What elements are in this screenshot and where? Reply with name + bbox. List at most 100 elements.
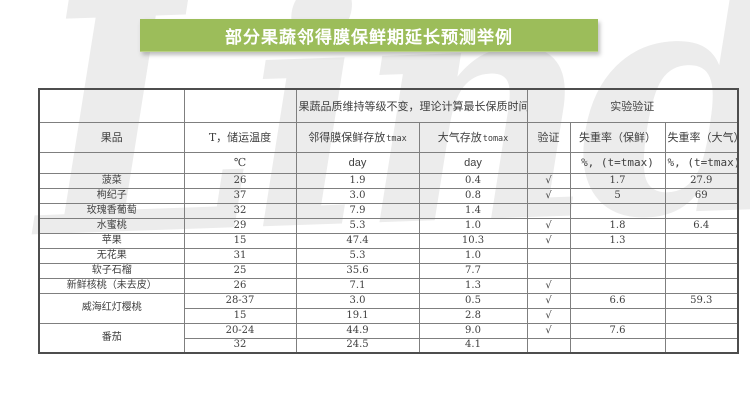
unit-loss-fresh: %, (t=tmax) [569,151,666,174]
table-row-tomato-b: 32 24.5 4.1 [39,337,739,354]
temp-cell: 15 [183,307,297,324]
verify-check-cell: √ [526,292,571,309]
loss-air-cell [664,232,739,249]
table-row-cherry-a: 威海红灯樱桃 28-37 3.0 0.5 √ 6.6 59.3 [38,292,739,324]
col-header-loss-fresh: 失重率（保鲜） [569,121,666,153]
fruit-name-cell: 无花果 [38,247,185,264]
loss-air-cell: 69 [664,187,739,204]
tomax-cell: 0.4 [418,172,528,189]
blank-cell [38,151,185,174]
loss-fresh-cell [569,307,666,324]
tmax-cell: 7.1 [295,277,420,294]
verify-check-cell: √ [526,307,571,324]
tomax-cell: 1.0 [418,247,528,264]
col-header-air-label: 大气存放 [437,131,482,144]
tomax-cell: 2.8 [418,307,528,324]
table-row-cherry-b: 15 19.1 2.8 √ [39,307,739,324]
verify-check-cell [526,337,571,354]
title-banner: 部分果蔬邻得膜保鲜期延长预测举例 [140,19,598,52]
col-header-fruit: 果品 [38,121,185,153]
loss-air-cell [664,202,739,219]
unit-day-film: day [295,151,420,174]
col-header-film-storage: 邻得膜保鲜存放tmax [295,121,420,153]
verify-check-cell [526,202,571,219]
tomax-cell: 0.5 [418,292,528,309]
temp-cell: 25 [183,262,297,279]
loss-air-cell: 59.3 [664,292,739,309]
tmax-cell: 5.3 [295,217,420,234]
tomax-cell: 10.3 [418,232,528,249]
tomax-cell: 1.4 [418,202,528,219]
tomax-cell: 1.0 [418,217,528,234]
temp-cell: 31 [183,247,297,264]
loss-air-cell: 27.9 [664,172,739,189]
units-row: ℃ day day %, (t=tmax) %, (t=tmax) [38,151,739,174]
loss-fresh-cell: 1.3 [569,232,666,249]
blank-cell [38,88,185,123]
loss-air-cell [664,277,739,294]
fruit-name-cell: 苹果 [38,232,185,249]
table-row-apple: 苹果 15 47.4 10.3 √ 1.3 [38,232,739,249]
verify-check-cell [526,262,571,279]
verify-check-cell: √ [526,232,571,249]
fruit-name-cell: 新鲜核桃（未去皮） [38,277,185,294]
loss-fresh-cell [569,247,666,264]
unit-day-air: day [418,151,528,174]
tmax-cell: 3.0 [295,187,420,204]
blank-cell [526,151,571,174]
temp-cell: 28-37 [183,292,297,309]
table-row-grape: 玫瑰香葡萄 32 7.9 1.4 [38,202,739,219]
fruit-name-cell: 番茄 [38,322,185,354]
loss-air-cell [664,337,739,354]
tomax-subscript: tomax [482,134,509,144]
verify-check-cell: √ [526,172,571,189]
temp-cell: 20-24 [183,322,297,339]
loss-air-cell [664,262,739,279]
experiment-group-header: 实验验证 [526,88,739,123]
col-header-temp: T，储运温度 [183,121,297,153]
loss-fresh-cell [569,202,666,219]
loss-fresh-cell [569,262,666,279]
page-title: 部分果蔬邻得膜保鲜期延长预测举例 [225,27,513,47]
table-row-spinach: 菠菜 26 1.9 0.4 √ 1.7 27.9 [38,172,739,189]
temp-cell: 37 [183,187,297,204]
tomax-cell: 0.8 [418,187,528,204]
temp-cell: 32 [183,337,297,354]
fruit-name-cell: 菠菜 [38,172,185,189]
tmax-subscript: tmax [386,134,407,144]
verify-check-cell [526,247,571,264]
tomax-cell: 9.0 [418,322,528,339]
loss-fresh-cell: 5 [569,187,666,204]
loss-fresh-cell: 7.6 [569,322,666,339]
table-row-peach: 水蜜桃 29 5.3 1.0 √ 1.8 6.4 [38,217,739,234]
temp-cell: 15 [183,232,297,249]
column-header-row: 果品 T，储运温度 邻得膜保鲜存放tmax 大气存放tomax 验证 失重率（保… [38,121,739,153]
fruit-name-cell: 软子石榴 [38,262,185,279]
prediction-table: 果蔬品质维持等级不变，理论计算最长保质时间 实验验证 果品 T，储运温度 邻得膜… [38,88,739,354]
col-header-verify: 验证 [526,121,571,153]
fruit-name-cell: 威海红灯樱桃 [38,292,185,324]
tmax-cell: 44.9 [295,322,420,339]
verify-check-cell: √ [526,187,571,204]
temp-cell: 26 [183,277,297,294]
loss-fresh-cell [569,337,666,354]
verify-check-cell: √ [526,322,571,339]
table-row-pomegranate: 软子石榴 25 35.6 7.7 [38,262,739,279]
loss-air-cell [664,307,739,324]
loss-air-cell [664,247,739,264]
tomax-cell: 1.3 [418,277,528,294]
col-header-air-storage: 大气存放tomax [418,121,528,153]
fruit-name-cell: 玫瑰香葡萄 [38,202,185,219]
tmax-cell: 35.6 [295,262,420,279]
group-header-row: 果蔬品质维持等级不变，理论计算最长保质时间 实验验证 [38,88,739,123]
tmax-cell: 24.5 [295,337,420,354]
tmax-cell: 47.4 [295,232,420,249]
table-row-goji: 枸纪子 37 3.0 0.8 √ 5 69 [38,187,739,204]
temp-cell: 32 [183,202,297,219]
tomax-cell: 7.7 [418,262,528,279]
tmax-cell: 3.0 [295,292,420,309]
temp-cell: 26 [183,172,297,189]
tmax-cell: 5.3 [295,247,420,264]
unit-celsius: ℃ [183,151,297,174]
unit-loss-air: %, (t=tmax) [664,151,739,174]
